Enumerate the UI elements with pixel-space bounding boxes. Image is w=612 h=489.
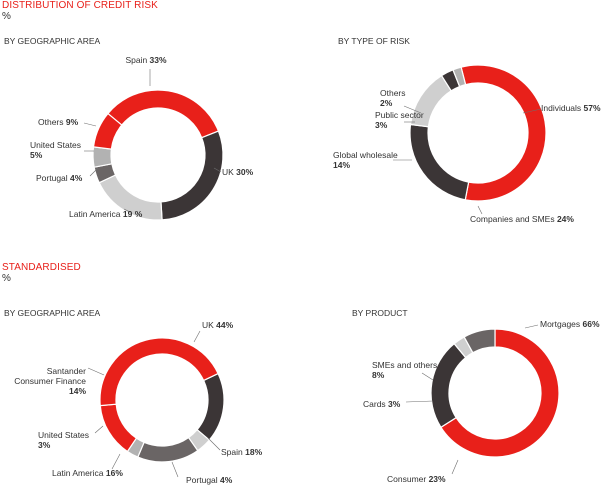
data-label-mortgages: Mortgages 66%	[540, 319, 600, 329]
data-label-latin-america: Latin America 19 %	[69, 209, 143, 219]
donut-chart-3: Spain 18% Portugal 4% Latin America 16% Uni…	[14, 320, 262, 485]
slice-spain	[196, 372, 225, 441]
slice-smes-and-others	[463, 328, 496, 354]
leader-line-smes-and-others	[421, 372, 434, 381]
data-label-spain: Spain 33%	[125, 55, 167, 65]
slice-united-states	[92, 146, 113, 168]
section-title-standardised: STANDARDISED	[2, 262, 81, 273]
donut-chart-4: Mortgages 66% Consumer 23% Cards 3% SMEs an…	[363, 319, 600, 484]
slice-companies-and-smes	[409, 123, 470, 201]
leader-line-portugal	[89, 167, 99, 177]
slice-spain	[107, 89, 220, 139]
data-label-public-sector: Public sector 3%	[375, 110, 424, 130]
leader-line-latin-america	[111, 453, 121, 470]
data-label-consumer: Consumer 23%	[387, 474, 446, 484]
slice-others	[452, 66, 467, 88]
slice-individuals	[460, 64, 547, 202]
data-label-individuals: Individuals 57%	[541, 103, 601, 113]
section-unit-standardised: %	[2, 273, 11, 284]
slice-santander-consumer-finance	[99, 403, 138, 453]
data-label-united-states: United States 5%	[30, 140, 81, 160]
leader-line-others	[403, 105, 422, 114]
data-label-spain: Spain 18%	[221, 447, 263, 457]
slice-uk	[160, 130, 224, 221]
leader-line-others	[83, 122, 97, 127]
data-label-portugal: Portugal 4%	[36, 173, 83, 183]
leader-line-portugal	[171, 461, 179, 478]
leader-line-cards	[405, 400, 434, 403]
data-label-cards: Cards 3%	[363, 399, 401, 409]
donut-chart-1: Spain 33% UK 30% Latin America 19 % Portuga…	[30, 55, 254, 221]
leader-line-uk	[193, 330, 201, 343]
leader-line-united-states	[94, 425, 104, 434]
slice-uk	[99, 337, 219, 407]
slice-consumer	[430, 342, 467, 429]
data-label-united-states: United States 3%	[38, 430, 89, 450]
donut-chart-2: Individuals 57% Companies and SMEs 24% Glo…	[333, 64, 601, 224]
chart-subtitle-product: BY PRODUCT	[352, 308, 408, 318]
data-label-portugal: Portugal 4%	[186, 475, 233, 485]
data-label-uk: UK 30%	[222, 167, 254, 177]
data-label-smes-and-others: SMEs and others 8%	[372, 360, 437, 380]
chart-subtitle-std-geo-area: BY GEOGRAPHIC AREA	[4, 308, 101, 318]
data-label-uk: UK 44%	[202, 320, 234, 330]
slice-others	[92, 112, 123, 150]
chart-subtitle-geo-area: BY GEOGRAPHIC AREA	[4, 36, 101, 46]
leader-line-santander-consumer-finance	[87, 367, 105, 376]
data-label-global-wholesale: Global wholesale 14%	[333, 150, 398, 170]
data-label-latin-america: Latin America 16%	[52, 468, 123, 478]
leader-line-companies-and-smes	[477, 205, 483, 215]
leader-line-spain	[207, 437, 221, 451]
data-label-others: Others 2%	[380, 88, 406, 108]
section-unit-distribution: %	[2, 11, 11, 22]
leader-line-mortgages	[524, 324, 539, 329]
leader-line-uk	[213, 167, 222, 173]
data-label-companies-and-smes: Companies and SMEs 24%	[470, 214, 574, 224]
leader-line-individuals	[522, 108, 542, 114]
chart-subtitle-type-of-risk: BY TYPE OF RISK	[338, 36, 410, 46]
leader-line-latin-america	[123, 208, 131, 213]
slice-latin-america	[137, 436, 199, 463]
leader-line-consumer	[451, 459, 459, 475]
slice-mortgages	[440, 328, 560, 458]
section-title-distribution: DISTRIBUTION OF CREDIT RISK	[2, 0, 158, 11]
data-label-santander-consumer-finance: Santander Consumer Finance 14%	[14, 366, 86, 396]
data-label-others: Others 9%	[38, 117, 79, 127]
